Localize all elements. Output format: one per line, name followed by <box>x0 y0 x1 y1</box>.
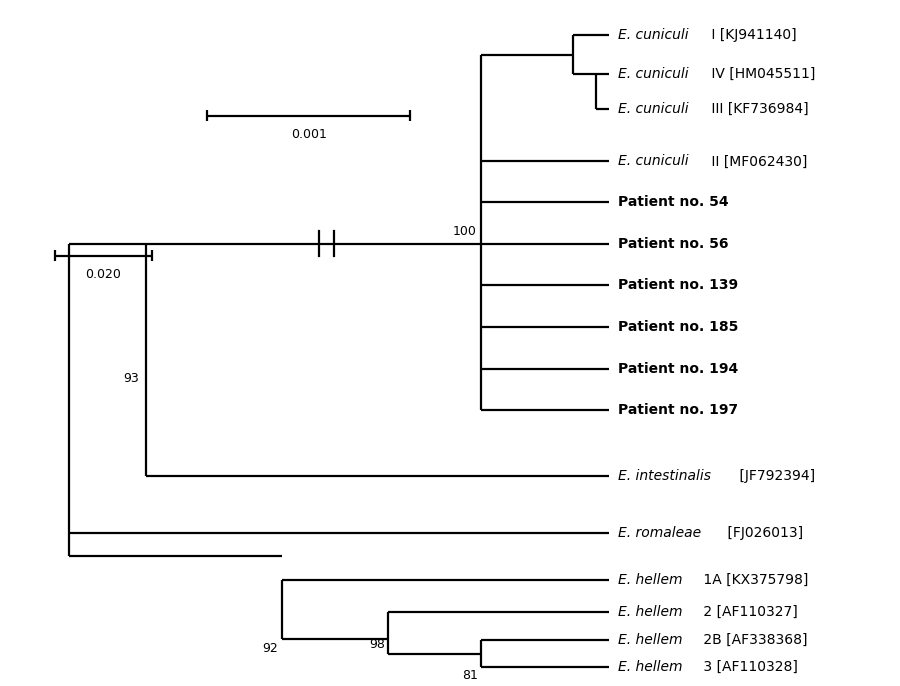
Text: 1A [KX375798]: 1A [KX375798] <box>699 573 808 587</box>
Text: [JF792394]: [JF792394] <box>735 469 815 483</box>
Text: E. hellem: E. hellem <box>617 660 682 674</box>
Text: 3 [AF110328]: 3 [AF110328] <box>699 660 798 674</box>
Text: Patient no. 56: Patient no. 56 <box>617 237 728 250</box>
Text: 100: 100 <box>453 225 476 238</box>
Text: IV [HM045511]: IV [HM045511] <box>706 67 815 81</box>
Text: E. romaleae: E. romaleae <box>617 525 701 540</box>
Text: 0.020: 0.020 <box>86 268 122 281</box>
Text: III [KF736984]: III [KF736984] <box>706 102 808 116</box>
Text: 2 [AF110327]: 2 [AF110327] <box>699 605 798 619</box>
Text: 93: 93 <box>123 372 139 385</box>
Text: E. cuniculi: E. cuniculi <box>617 102 688 116</box>
Text: 81: 81 <box>463 669 478 682</box>
Text: Patient no. 197: Patient no. 197 <box>617 403 738 417</box>
Text: E. cuniculi: E. cuniculi <box>617 154 688 169</box>
Text: I [KJ941140]: I [KJ941140] <box>706 28 796 42</box>
Text: Patient no. 54: Patient no. 54 <box>617 195 728 209</box>
Text: E. hellem: E. hellem <box>617 573 682 587</box>
Text: 2B [AF338368]: 2B [AF338368] <box>699 633 807 647</box>
Text: 0.001: 0.001 <box>291 128 327 141</box>
Text: E. intestinalis: E. intestinalis <box>617 469 711 483</box>
Text: II [MF062430]: II [MF062430] <box>706 154 807 169</box>
Text: E. hellem: E. hellem <box>617 633 682 647</box>
Text: Patient no. 139: Patient no. 139 <box>617 279 738 292</box>
Text: Patient no. 185: Patient no. 185 <box>617 320 738 334</box>
Text: E. cuniculi: E. cuniculi <box>617 28 688 42</box>
Text: [FJ026013]: [FJ026013] <box>723 525 803 540</box>
Text: E. cuniculi: E. cuniculi <box>617 67 688 81</box>
Text: 92: 92 <box>262 642 278 655</box>
Text: Patient no. 194: Patient no. 194 <box>617 362 738 375</box>
Text: E. hellem: E. hellem <box>617 605 682 619</box>
Text: 98: 98 <box>370 638 385 651</box>
